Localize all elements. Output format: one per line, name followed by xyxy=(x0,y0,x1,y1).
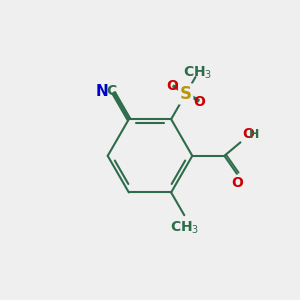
Text: S: S xyxy=(180,85,192,103)
Text: N: N xyxy=(96,84,109,99)
Text: O: O xyxy=(242,127,254,141)
Text: O: O xyxy=(194,95,206,109)
Text: H: H xyxy=(249,128,259,141)
Text: O: O xyxy=(231,176,243,190)
Text: CH$_3$: CH$_3$ xyxy=(170,220,200,236)
Text: O: O xyxy=(166,79,178,93)
Text: C: C xyxy=(107,84,117,98)
Text: CH$_3$: CH$_3$ xyxy=(183,65,212,81)
